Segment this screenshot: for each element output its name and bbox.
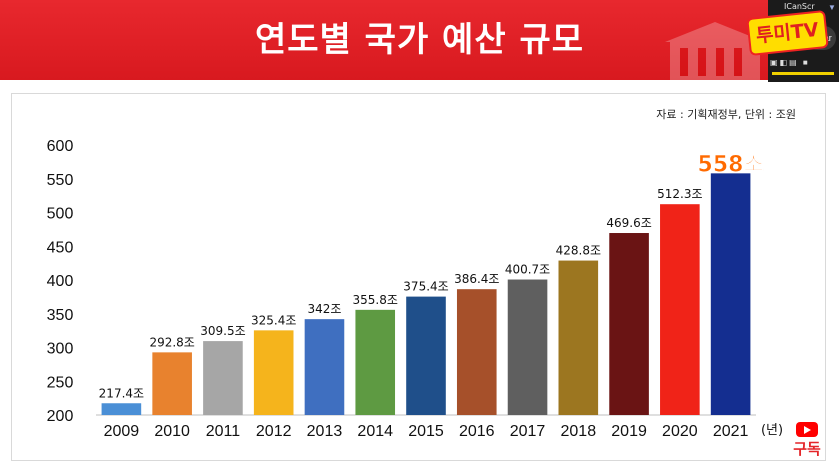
data-label: 512.3조	[657, 187, 702, 201]
y-tick-label: 400	[47, 273, 74, 290]
bar-2016	[456, 289, 497, 415]
data-label: 355.8조	[353, 293, 398, 307]
bar-2017	[507, 279, 548, 415]
y-tick-label: 250	[47, 374, 74, 391]
x-axis-label: (년)	[761, 423, 783, 438]
recorder-controls[interactable]: ▣◧▤ ■	[770, 58, 810, 67]
bar-2019	[609, 233, 649, 415]
x-tick-label: 2019	[611, 423, 647, 440]
y-tick-label: 450	[47, 239, 74, 256]
chevron-down-icon[interactable]: ▼	[828, 3, 836, 12]
bar-2014	[355, 309, 396, 415]
y-tick-label: 500	[47, 206, 74, 223]
bar-2021	[710, 173, 751, 415]
page-title: 연도별 국가 예산 규모	[254, 20, 585, 60]
bar-2011	[203, 341, 243, 415]
bar-2015	[406, 296, 446, 415]
subscribe-button[interactable]: 구독	[792, 422, 822, 459]
x-tick-label: 2018	[561, 423, 597, 440]
x-tick-label: 2009	[104, 423, 140, 440]
building-illustration	[665, 22, 765, 80]
x-tick-label: 2010	[154, 423, 190, 440]
data-label: 400.7조	[505, 263, 550, 277]
data-label: 292.8조	[149, 335, 194, 349]
bar-2009	[101, 403, 142, 415]
x-tick-label: 2011	[206, 423, 241, 440]
data-label: 309.5조	[200, 324, 245, 338]
recorder-brand: ICanScr	[784, 2, 815, 11]
y-tick-label: 300	[47, 341, 74, 358]
data-label: 375.4조	[403, 280, 448, 294]
y-tick-label: 550	[47, 172, 74, 189]
bar-2018	[558, 260, 599, 415]
bar-2012	[253, 330, 294, 415]
x-tick-label: 2016	[459, 423, 495, 440]
data-label: 386.4조	[454, 272, 499, 286]
y-tick-label: 600	[47, 138, 74, 155]
y-tick-label: 350	[47, 307, 74, 324]
data-label: 558조	[698, 152, 764, 177]
data-label: 217.4조	[99, 386, 144, 400]
recorder-slider[interactable]	[772, 72, 834, 75]
data-label: 325.4조	[251, 313, 296, 327]
data-label: 342조	[307, 302, 341, 316]
x-tick-label: 2017	[510, 423, 546, 440]
data-label: 469.6조	[606, 216, 651, 230]
x-tick-label: 2020	[662, 423, 698, 440]
x-tick-label: 2013	[307, 423, 343, 440]
subscribe-label: 구독	[793, 440, 821, 458]
x-tick-label: 2021	[713, 423, 749, 440]
bar-2020	[660, 204, 700, 415]
title-banner	[0, 0, 839, 80]
bar-2010	[152, 352, 192, 415]
y-tick-label: 200	[47, 408, 74, 425]
data-label: 428.8조	[556, 244, 601, 258]
x-tick-label: 2015	[408, 423, 444, 440]
youtube-icon	[796, 422, 818, 437]
bar-2013	[304, 319, 345, 415]
x-tick-label: 2012	[256, 423, 292, 440]
chart-source: 자료 : 기획재정부, 단위 : 조원	[656, 108, 796, 121]
x-tick-label: 2014	[357, 423, 393, 440]
